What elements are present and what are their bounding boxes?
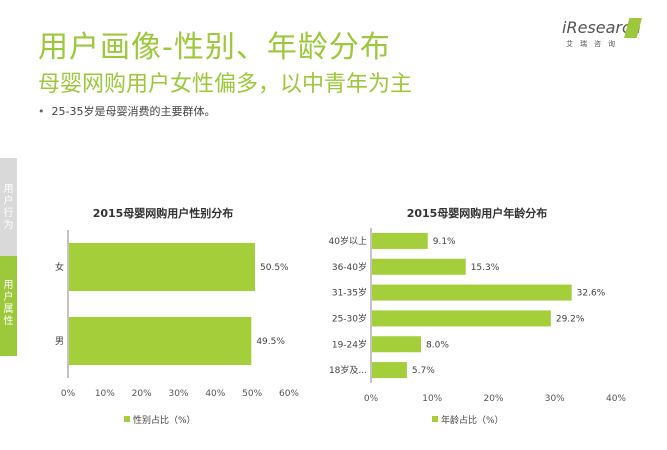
category-label: 31-35岁 — [332, 287, 367, 299]
x-tick-label: 30% — [168, 389, 188, 399]
side-tab-attributes[interactable] — [0, 256, 17, 356]
x-tick-label: 0% — [61, 389, 76, 399]
bar — [372, 336, 421, 353]
legend-swatch — [432, 416, 438, 422]
logo-accent-shape — [624, 18, 642, 38]
bullet-note: • 25-35岁是母婴消费的主要群体。 — [38, 103, 215, 119]
bullet-dot-icon: • — [38, 105, 45, 118]
category-label: 25-30岁 — [332, 312, 367, 324]
category-label: 男 — [55, 336, 64, 347]
logo-subtitle: 艾瑞咨询 — [566, 40, 622, 48]
x-tick-label: 10% — [95, 389, 115, 399]
bullet-text: 25-35岁是母婴消费的主要群体。 — [51, 105, 216, 118]
data-label: 9.1% — [433, 237, 456, 247]
x-tick-label: 60% — [279, 389, 299, 399]
x-tick-label: 0% — [364, 394, 379, 404]
iresearch-logo: iResearch 艾瑞咨询 — [562, 18, 642, 48]
category-label: 40岁以上 — [329, 235, 367, 247]
side-tab-attributes-label: 用户属性 — [3, 280, 14, 327]
bar — [372, 310, 551, 327]
chart-title: 2015母婴网购用户性别分布 — [93, 206, 234, 220]
x-tick-label: 30% — [545, 394, 565, 404]
side-tab-behavior[interactable] — [0, 158, 17, 256]
bar — [69, 316, 252, 366]
page-subtitle: 母婴网购用户女性偏多，以中青年为主 — [38, 72, 413, 97]
category-label: 女 — [55, 261, 64, 273]
page-title: 用户画像-性别、年龄分布 — [38, 30, 391, 65]
data-label: 15.3% — [471, 263, 500, 273]
data-label: 49.5% — [256, 337, 285, 347]
category-label: 18岁及... — [329, 364, 367, 376]
data-label: 32.6% — [577, 289, 606, 299]
bar — [372, 362, 407, 379]
data-label: 50.5% — [260, 263, 289, 273]
x-tick-label: 40% — [606, 394, 626, 404]
logo-brand: iResearch — [562, 18, 641, 37]
x-tick-label: 50% — [242, 389, 262, 399]
x-tick-label: 10% — [422, 394, 442, 404]
x-tick-label: 40% — [205, 389, 225, 399]
bar — [69, 242, 256, 292]
bar — [372, 284, 572, 301]
side-tab-behavior-label: 用户行为 — [3, 184, 14, 231]
data-label: 29.2% — [556, 314, 585, 324]
category-label: 36-40岁 — [332, 261, 367, 273]
x-tick-label: 20% — [483, 394, 503, 404]
legend-swatch — [124, 416, 130, 422]
bar — [372, 232, 428, 249]
bar — [372, 258, 466, 275]
legend-label: 性别占比（%） — [133, 414, 196, 426]
data-label: 5.7% — [412, 366, 435, 376]
x-tick-label: 20% — [132, 389, 152, 399]
chart-title: 2015母婴网购用户年龄分布 — [407, 206, 548, 220]
data-label: 8.0% — [426, 340, 449, 350]
legend-label: 年龄占比（%） — [441, 414, 504, 426]
category-label: 19-24岁 — [332, 338, 367, 350]
